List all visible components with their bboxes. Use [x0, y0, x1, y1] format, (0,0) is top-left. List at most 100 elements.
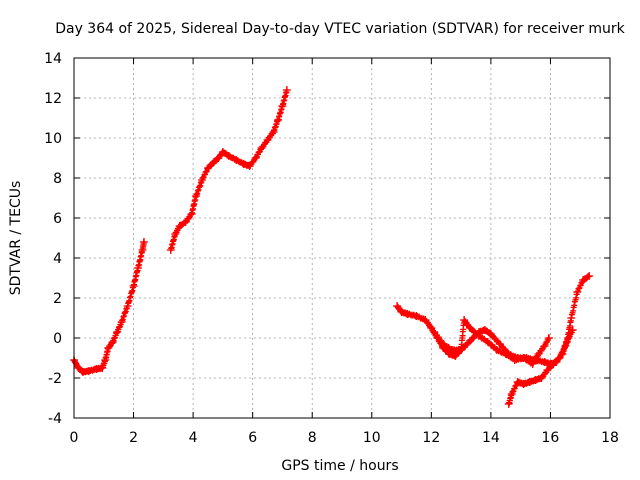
data-point — [412, 312, 421, 320]
data-point — [139, 238, 148, 246]
x-tick-label: 0 — [70, 430, 79, 446]
y-tick-labels: -4 -2 0 2 4 6 8 10 12 14 — [44, 51, 62, 427]
series-5 — [504, 326, 577, 408]
data-point — [439, 340, 448, 348]
data-point — [134, 264, 143, 272]
data-point — [104, 344, 113, 352]
data-point — [282, 86, 291, 94]
data-point — [175, 222, 184, 230]
data-point — [501, 350, 510, 358]
data-point — [78, 368, 87, 376]
data-point — [469, 334, 478, 342]
data-point — [466, 324, 475, 332]
data-point — [430, 328, 439, 336]
data-point — [245, 162, 254, 170]
data-traces — [70, 86, 594, 408]
data-point — [129, 282, 138, 290]
y-tick-label: -4 — [48, 411, 62, 427]
y-tick-label: 0 — [53, 331, 62, 347]
x-tick-label: 6 — [248, 430, 257, 446]
data-point — [504, 400, 513, 408]
data-point — [98, 364, 107, 372]
y-tick-label: 8 — [53, 171, 62, 187]
data-point — [84, 367, 93, 375]
series-4 — [430, 316, 553, 368]
y-tick-label: 14 — [44, 51, 62, 67]
data-point — [540, 358, 549, 366]
data-point — [457, 346, 466, 354]
data-point — [492, 346, 501, 354]
data-point — [123, 302, 132, 310]
data-point — [204, 164, 212, 172]
y-tick-label: 2 — [53, 291, 62, 307]
data-point — [483, 338, 492, 346]
data-point — [486, 330, 495, 338]
x-tick-label: 2 — [129, 430, 138, 446]
data-point — [138, 246, 147, 254]
data-point — [232, 156, 241, 164]
data-point — [257, 144, 266, 152]
data-point — [171, 230, 180, 238]
series-trace — [71, 239, 147, 376]
data-point — [218, 148, 227, 156]
data-point — [117, 318, 126, 326]
data-point — [269, 128, 278, 136]
data-point — [561, 342, 570, 350]
data-point — [460, 316, 469, 324]
y-tick-label: 6 — [53, 211, 62, 227]
data-point — [579, 276, 588, 284]
data-point — [573, 288, 582, 296]
data-point — [507, 390, 516, 398]
data-point — [198, 176, 207, 184]
grid — [74, 58, 610, 418]
data-point — [187, 210, 196, 218]
y-tick-label: 10 — [44, 131, 62, 147]
y-tick-label: 4 — [53, 251, 62, 267]
data-point — [474, 332, 483, 340]
plot-frame — [73, 57, 611, 419]
series-trace — [505, 327, 576, 407]
x-tick-labels: 0 2 4 6 8 10 12 14 16 18 — [70, 430, 619, 446]
data-point — [564, 334, 573, 342]
data-point — [519, 354, 528, 362]
data-point — [181, 218, 190, 226]
y-axis-label: SDTVAR / TECUs — [8, 181, 24, 296]
x-tick-label: 10 — [363, 430, 381, 446]
data-point — [534, 350, 543, 358]
data-point — [263, 136, 272, 144]
series-2 — [166, 86, 291, 254]
y-tick-label: -2 — [48, 371, 62, 387]
y-tick-label: 12 — [44, 91, 62, 107]
data-point — [567, 314, 576, 322]
data-point — [495, 340, 504, 348]
data-point — [448, 346, 457, 354]
data-point — [214, 154, 223, 162]
x-tick-label: 14 — [482, 430, 500, 446]
data-point — [278, 102, 287, 110]
data-point — [544, 334, 553, 342]
x-tick-label: 4 — [189, 430, 198, 446]
data-point — [513, 378, 522, 386]
data-point — [568, 326, 577, 334]
data-point — [397, 308, 406, 316]
data-point — [192, 192, 201, 200]
data-point — [273, 116, 282, 124]
x-tick-label: 18 — [601, 430, 619, 446]
data-point — [540, 342, 549, 350]
data-point — [113, 328, 122, 336]
data-point — [421, 316, 430, 324]
data-point — [480, 326, 489, 334]
data-point — [108, 338, 117, 346]
data-point — [393, 302, 402, 310]
x-tick-label: 16 — [542, 430, 560, 446]
data-point — [209, 158, 218, 166]
x-tick-label: 12 — [422, 430, 440, 446]
data-point — [251, 154, 260, 162]
data-point — [555, 354, 564, 362]
data-point — [585, 272, 594, 280]
data-point — [510, 356, 519, 364]
data-point — [549, 360, 558, 368]
axis-ticks — [73, 57, 611, 419]
data-point — [239, 160, 248, 168]
data-point — [543, 366, 552, 374]
